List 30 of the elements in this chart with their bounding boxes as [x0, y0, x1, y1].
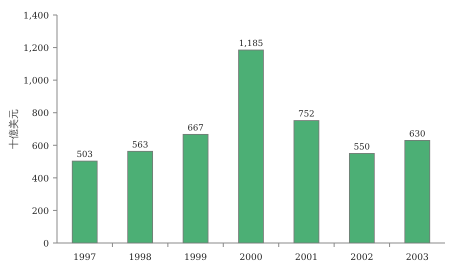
data-label: 550	[354, 142, 370, 152]
data-label: 1,185	[238, 39, 264, 50]
x-tick-label: 2003	[406, 253, 430, 263]
y-tick-label: 1,200	[23, 44, 50, 54]
bar	[238, 50, 264, 244]
y-tick-label: 600	[32, 142, 50, 152]
x-tick-label: 2002	[350, 253, 374, 263]
data-label: 630	[409, 129, 426, 140]
x-tick-label: 1998	[128, 253, 152, 263]
x-tick-label: 2000	[240, 253, 263, 263]
y-tick-label: 1,400	[23, 12, 50, 22]
bar	[72, 160, 98, 244]
y-axis-title: 十億美元	[8, 109, 20, 149]
data-label: 667	[187, 123, 204, 134]
bar	[348, 153, 375, 244]
y-tick-label: 1,000	[23, 76, 50, 87]
bar	[404, 140, 430, 244]
bar	[294, 120, 320, 244]
x-tick-label: 2001	[294, 253, 318, 263]
bar	[182, 134, 208, 244]
data-label: 563	[132, 140, 148, 150]
y-tick-label: 0	[43, 240, 50, 250]
y-tick-label: 400	[32, 174, 50, 184]
data-label: 503	[76, 150, 93, 160]
y-tick-label: 200	[32, 206, 50, 217]
x-tick-label: 1997	[73, 253, 96, 263]
y-tick-label: 800	[32, 109, 50, 120]
bar	[127, 150, 154, 244]
data-label: 752	[298, 110, 315, 120]
x-tick-label: 1999	[184, 253, 208, 263]
